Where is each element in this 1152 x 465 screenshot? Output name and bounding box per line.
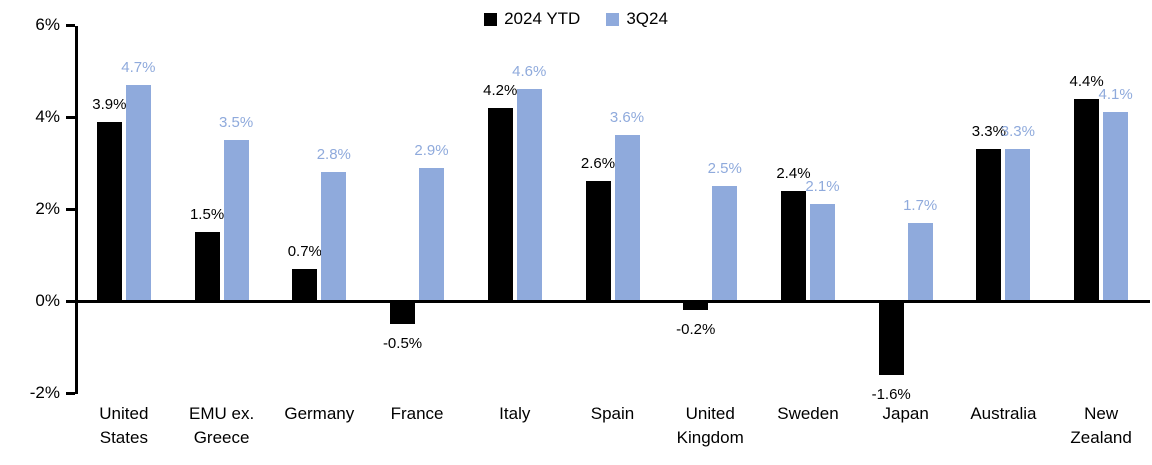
bar-2024-ytd-japan [878, 301, 904, 375]
bar-3q24-france [419, 167, 445, 301]
category-label-france: France [390, 404, 444, 423]
bar-2024-ytd-united-states [96, 121, 122, 301]
bar-2024-ytd-emu-ex-greece [194, 232, 220, 301]
value-label-2024-ytd-germany: 0.7% [287, 242, 322, 260]
legend-swatch-3q24 [606, 12, 620, 26]
value-label-3q24-italy: 4.6% [512, 63, 547, 81]
y-axis-tick-label: 0% [35, 291, 60, 310]
legend: 2024 YTD 3Q24 [0, 9, 1152, 29]
bar-3q24-australia [1005, 149, 1031, 301]
category-label-australia: Australia [970, 404, 1037, 423]
y-axis-tick-label: 4% [35, 107, 60, 126]
value-label-2024-ytd-italy: 4.2% [483, 81, 518, 99]
legend-item-2024-ytd: 2024 YTD [484, 9, 580, 29]
value-label-2024-ytd-france: -0.5% [382, 335, 423, 352]
category-label-italy: Italy [499, 404, 531, 423]
y-axis-line [75, 26, 78, 394]
value-label-3q24-spain: 3.6% [609, 109, 645, 127]
value-label-2024-ytd-australia: 3.3% [971, 123, 1006, 141]
y-axis-tick-label: 6% [35, 15, 60, 34]
bar-2024-ytd-france [390, 301, 416, 324]
value-label-3q24-new-zealand: 4.1% [1098, 86, 1133, 104]
bar-3q24-united-kingdom [712, 186, 738, 301]
y-axis-tick [66, 208, 75, 211]
value-label-2024-ytd-sweden: 2.4% [776, 164, 811, 182]
bar-2024-ytd-spain [585, 181, 611, 301]
value-label-3q24-australia: 3.3% [1000, 123, 1035, 141]
bar-3q24-emu-ex-greece [223, 140, 249, 301]
category-label-new-zealand: New Zealand [1070, 404, 1132, 447]
y-axis-tick [66, 24, 75, 27]
bar-2024-ytd-united-kingdom [683, 301, 709, 311]
value-label-3q24-united-states: 4.7% [121, 58, 156, 76]
legend-label-2024-ytd: 2024 YTD [504, 9, 581, 28]
legend-label-3q24: 3Q24 [626, 9, 668, 28]
category-label-emu-ex-greece: EMU ex. Greece [188, 404, 255, 447]
bar-3q24-japan [907, 222, 933, 301]
value-label-2024-ytd-united-kingdom: -0.2% [676, 321, 716, 339]
legend-swatch-2024-ytd [484, 12, 498, 26]
category-label-united-states: United States [99, 404, 149, 447]
value-label-2024-ytd-japan: -1.6% [871, 385, 911, 403]
bar-2024-ytd-sweden [780, 190, 806, 301]
bar-3q24-united-states [125, 84, 151, 301]
value-label-2024-ytd-emu-ex-greece: 1.5% [189, 206, 225, 223]
category-label-japan: Japan [882, 404, 929, 423]
bar-2024-ytd-italy [487, 107, 513, 301]
zero-line [75, 300, 1150, 303]
category-label-united-kingdom: United Kingdom [676, 404, 744, 447]
category-label-germany: Germany [284, 404, 355, 423]
value-label-3q24-emu-ex-greece: 3.5% [218, 114, 254, 131]
category-label-spain: Spain [590, 404, 635, 423]
value-label-3q24-germany: 2.8% [316, 146, 351, 164]
bar-3q24-italy [516, 89, 542, 301]
y-axis-tick-label: 2% [35, 199, 60, 218]
bar-2024-ytd-australia [976, 149, 1002, 301]
value-label-2024-ytd-new-zealand: 4.4% [1069, 72, 1104, 90]
bar-3q24-sweden [809, 204, 835, 301]
bar-3q24-spain [614, 135, 640, 301]
value-label-3q24-france: 2.9% [414, 141, 449, 159]
y-axis-tick [66, 300, 75, 303]
bar-2024-ytd-new-zealand [1074, 98, 1100, 301]
value-label-2024-ytd-united-states: 3.9% [92, 95, 127, 113]
y-axis-tick [66, 116, 75, 119]
bar-3q24-new-zealand [1103, 112, 1129, 301]
value-label-3q24-sweden: 2.1% [805, 178, 840, 196]
category-label-sweden: Sweden [777, 404, 839, 423]
legend-item-3q24: 3Q24 [606, 9, 668, 29]
y-axis-tick-label: -2% [29, 383, 60, 402]
value-label-2024-ytd-spain: 2.6% [580, 155, 616, 173]
value-label-3q24-japan: 1.7% [903, 196, 938, 214]
bar-3q24-germany [321, 172, 347, 301]
y-axis-tick [66, 392, 75, 395]
value-label-3q24-united-kingdom: 2.5% [707, 160, 742, 177]
bar-2024-ytd-germany [292, 268, 318, 301]
